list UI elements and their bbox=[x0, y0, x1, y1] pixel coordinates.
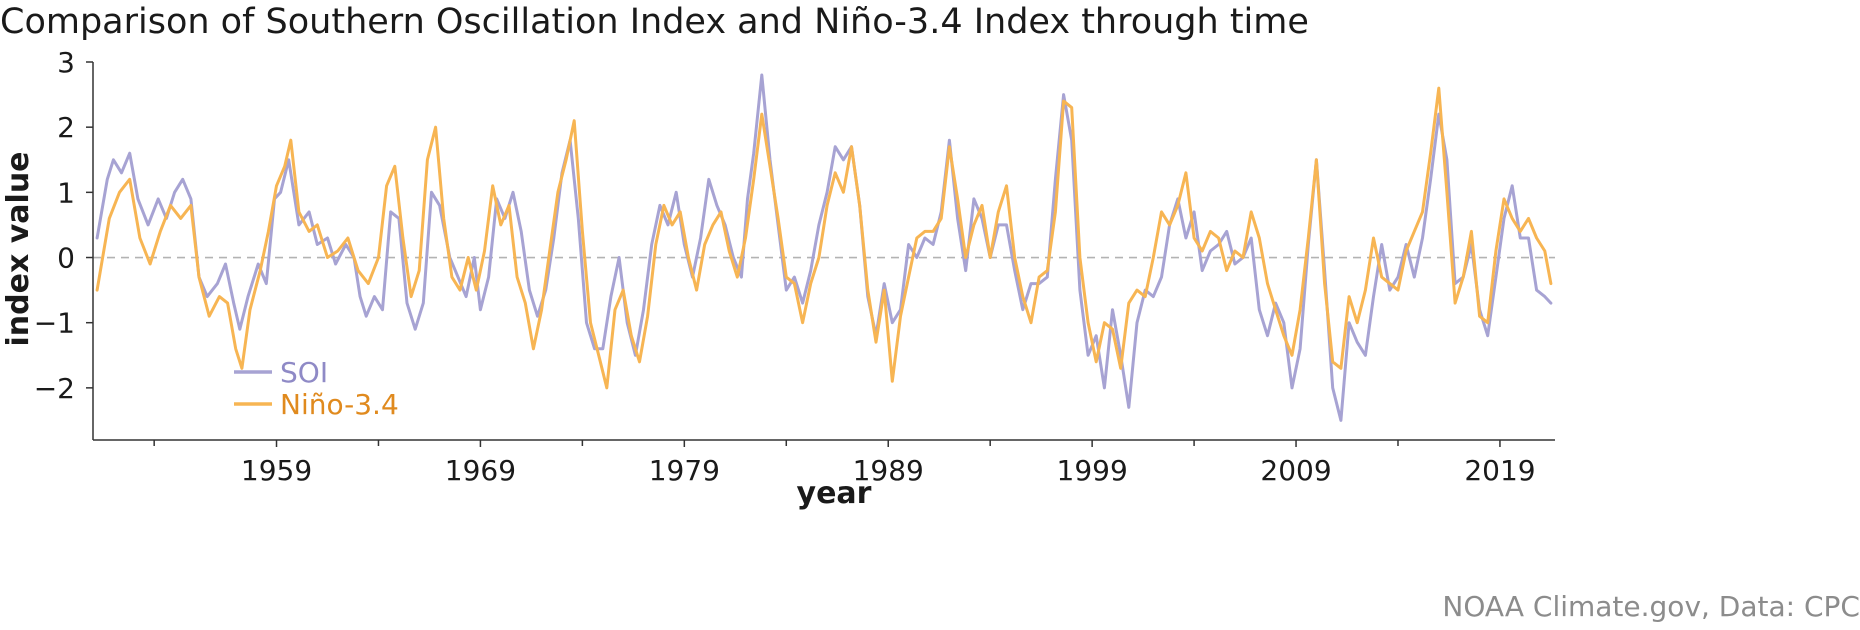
y-tick-label: −2 bbox=[34, 372, 75, 405]
y-tick-label: −1 bbox=[34, 307, 75, 340]
y-tick-label: 2 bbox=[57, 111, 75, 144]
legend-nino34-label: Niño-3.4 bbox=[280, 388, 399, 421]
x-tick-label: 2019 bbox=[1464, 454, 1535, 487]
x-tick-label: 1999 bbox=[1057, 454, 1128, 487]
x-tick-label: 1959 bbox=[241, 454, 312, 487]
y-axis-title: index value bbox=[1, 151, 36, 346]
source-credit: NOAA Climate.gov, Data: CPC bbox=[1442, 590, 1860, 623]
x-tick-label: 1969 bbox=[445, 454, 516, 487]
x-axis-title: year bbox=[797, 476, 872, 511]
y-tick-label: 0 bbox=[57, 242, 75, 275]
x-tick-label: 2009 bbox=[1260, 454, 1331, 487]
nino34-series-line bbox=[95, 86, 1553, 390]
x-tick-label: 1979 bbox=[649, 454, 720, 487]
x-tick-label: 1989 bbox=[853, 454, 924, 487]
axes-group: −2 −1 0 1 2 3 1959 1969 1979 1989 1999 2009 2019 year… bbox=[1, 46, 1555, 511]
legend-soi-label: SOI bbox=[280, 356, 328, 389]
chart-title: Comparison of Southern Oscillation Index… bbox=[0, 2, 1309, 42]
y-tick-label: 1 bbox=[57, 176, 75, 209]
legend-soi: SOI bbox=[234, 356, 328, 389]
chart-svg: −2 −1 0 1 2 3 1959 1969 1979 1989 1999 2009 2019 year… bbox=[1, 46, 1555, 511]
plot-area bbox=[95, 73, 1553, 422]
y-tick-label: 3 bbox=[57, 46, 75, 79]
legend-nino34: Niño-3.4 bbox=[234, 388, 399, 421]
